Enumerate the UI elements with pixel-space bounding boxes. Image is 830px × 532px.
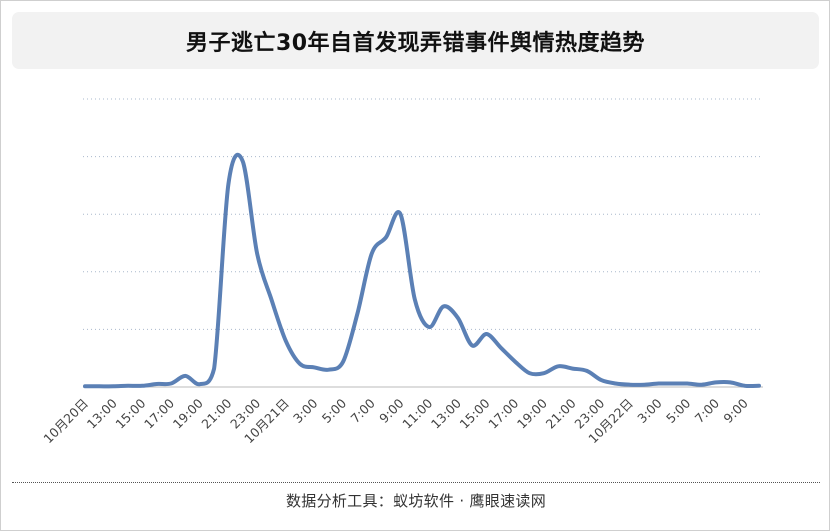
x-tick-label: 17:00 xyxy=(141,395,177,431)
x-tick-label: 21:00 xyxy=(543,395,579,431)
x-tick-label: 13:00 xyxy=(84,395,120,431)
footer-separator xyxy=(12,482,820,483)
x-tick-label: 3:00 xyxy=(290,395,320,425)
x-tick-label: 15:00 xyxy=(457,395,493,431)
x-tick-label: 11:00 xyxy=(399,395,435,431)
x-tick-label: 19:00 xyxy=(170,395,206,431)
heat-trend-line xyxy=(83,152,761,389)
x-tick-label: 7:00 xyxy=(347,395,377,425)
x-tick-label: 3:00 xyxy=(634,395,664,425)
x-tick-label: 13:00 xyxy=(428,395,464,431)
source-note: 数据分析工具：蚁坊软件 · 鹰眼速读网 xyxy=(285,492,546,510)
chart-title: 男子逃亡30年自首发现弄错事件舆情热度趋势 xyxy=(185,30,646,56)
x-tick-label: 19:00 xyxy=(514,395,550,431)
x-tick-label: 7:00 xyxy=(692,395,722,425)
x-tick-label: 17:00 xyxy=(485,395,521,431)
x-tick-label: 5:00 xyxy=(663,395,693,425)
x-tick-label: 21:00 xyxy=(198,395,234,431)
title-bar: 男子逃亡30年自首发现弄错事件舆情热度趋势 xyxy=(12,12,819,69)
x-tick-label: 15:00 xyxy=(112,395,148,431)
x-tick-label: 9:00 xyxy=(720,395,750,425)
x-tick-label: 5:00 xyxy=(319,395,349,425)
